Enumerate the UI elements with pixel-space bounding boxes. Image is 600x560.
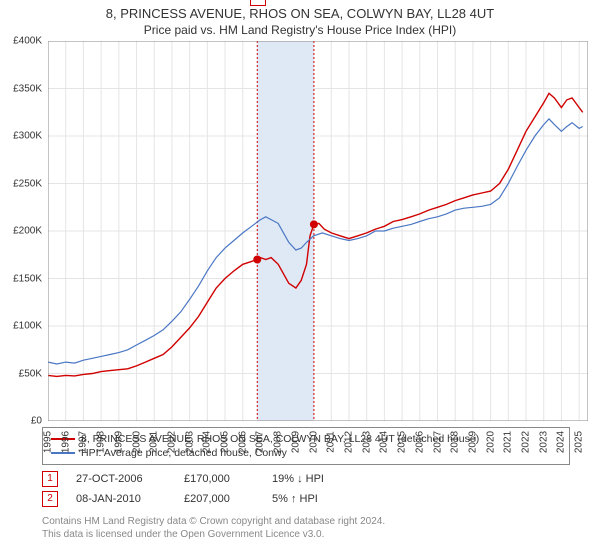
sale-diff: 19% ↓ HPI xyxy=(272,473,352,485)
y-axis-label: £50K xyxy=(0,368,42,379)
x-axis-label: 2009 xyxy=(290,427,301,457)
footnote-line: Contains HM Land Registry data © Crown c… xyxy=(42,515,590,528)
y-axis-label: £350K xyxy=(0,83,42,94)
y-axis-label: £200K xyxy=(0,226,42,237)
chart-container: 8, PRINCESS AVENUE, RHOS ON SEA, COLWYN … xyxy=(0,0,600,560)
x-axis-label: 1997 xyxy=(78,427,89,457)
x-axis-label: 2003 xyxy=(184,427,195,457)
x-axis-label: 1996 xyxy=(60,427,71,457)
x-axis-label: 2013 xyxy=(361,427,372,457)
x-axis-label: 2025 xyxy=(574,427,585,457)
y-axis-label: £150K xyxy=(0,273,42,284)
x-axis-label: 2023 xyxy=(538,427,549,457)
x-axis-label: 2006 xyxy=(237,427,248,457)
sale-diff: 5% ↑ HPI xyxy=(272,493,352,505)
chart-svg xyxy=(48,41,588,421)
x-axis-label: 2005 xyxy=(220,427,231,457)
x-axis-label: 2015 xyxy=(397,427,408,457)
y-axis-label: £250K xyxy=(0,178,42,189)
sale-price: £207,000 xyxy=(184,493,254,505)
y-axis-label: £100K xyxy=(0,321,42,332)
x-axis-label: 2004 xyxy=(202,427,213,457)
x-axis-label: 1999 xyxy=(113,427,124,457)
title-subtitle: Price paid vs. HM Land Registry's House … xyxy=(0,23,600,37)
y-axis-label: £400K xyxy=(0,36,42,47)
chart-sale-marker: 1 xyxy=(250,0,266,6)
footnote: Contains HM Land Registry data © Crown c… xyxy=(42,515,590,541)
y-axis-label: £0 xyxy=(0,416,42,427)
sale-date: 27-OCT-2006 xyxy=(76,473,166,485)
footnote-line: This data is licensed under the Open Gov… xyxy=(42,528,590,541)
x-axis-label: 2014 xyxy=(379,427,390,457)
x-axis-label: 2019 xyxy=(467,427,478,457)
sales-row: 1 27-OCT-2006 £170,000 19% ↓ HPI xyxy=(42,469,590,489)
y-axis-label: £300K xyxy=(0,131,42,142)
x-axis-label: 2002 xyxy=(166,427,177,457)
sales-table: 1 27-OCT-2006 £170,000 19% ↓ HPI 2 08-JA… xyxy=(42,469,590,509)
x-axis-label: 2000 xyxy=(131,427,142,457)
sales-row: 2 08-JAN-2010 £207,000 5% ↑ HPI xyxy=(42,489,590,509)
x-axis-label: 2001 xyxy=(149,427,160,457)
sale-price: £170,000 xyxy=(184,473,254,485)
x-axis-label: 1995 xyxy=(43,427,54,457)
x-axis-label: 2016 xyxy=(414,427,425,457)
sale-date: 08-JAN-2010 xyxy=(76,493,166,505)
x-axis-label: 2011 xyxy=(326,427,337,457)
title-block: 8, PRINCESS AVENUE, RHOS ON SEA, COLWYN … xyxy=(0,0,600,41)
x-axis-label: 2010 xyxy=(308,427,319,457)
x-axis-label: 2021 xyxy=(503,427,514,457)
x-axis-label: 1998 xyxy=(96,427,107,457)
x-axis-label: 2017 xyxy=(432,427,443,457)
x-axis-label: 2024 xyxy=(556,427,567,457)
sale-marker: 2 xyxy=(42,491,58,507)
legend-item: 8, PRINCESS AVENUE, RHOS ON SEA, COLWYN … xyxy=(51,432,561,446)
x-axis-label: 2022 xyxy=(521,427,532,457)
x-axis-label: 2012 xyxy=(343,427,354,457)
x-axis-label: 2008 xyxy=(273,427,284,457)
x-axis-label: 2007 xyxy=(255,427,266,457)
x-axis-label: 2020 xyxy=(485,427,496,457)
title-address: 8, PRINCESS AVENUE, RHOS ON SEA, COLWYN … xyxy=(0,6,600,21)
legend-item: HPI: Average price, detached house, Conw… xyxy=(51,446,561,460)
x-axis-label: 2018 xyxy=(450,427,461,457)
chart-area: £0£50K£100K£150K£200K£250K£300K£350K£400… xyxy=(48,41,588,421)
sale-marker: 1 xyxy=(42,471,58,487)
